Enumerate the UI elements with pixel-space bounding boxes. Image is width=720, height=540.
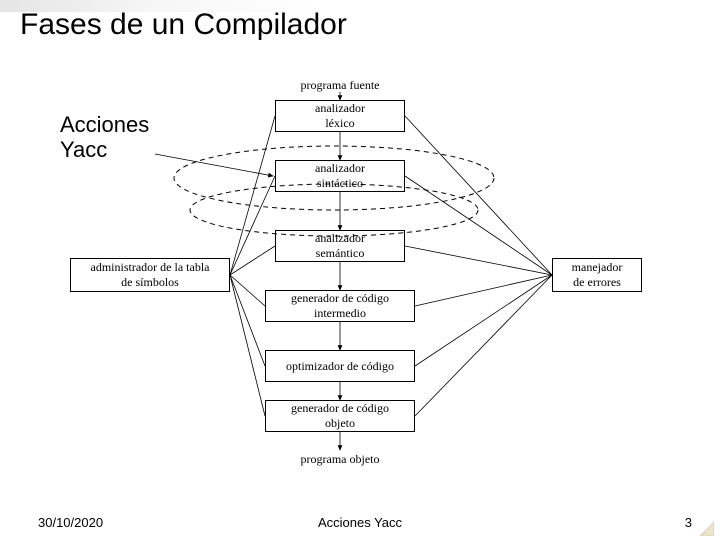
phase-lexico: analizadorléxico bbox=[275, 100, 405, 132]
bottom-label-programa-objeto: programa objeto bbox=[280, 452, 400, 467]
phase-sintactico: analizadorsintáctico bbox=[275, 160, 405, 192]
footer-center: Acciones Yacc bbox=[0, 515, 720, 530]
phase-intermedio: generador de códigointermedio bbox=[265, 290, 415, 322]
top-label-programa-fuente: programa fuente bbox=[280, 78, 400, 93]
footer-page: 3 bbox=[685, 515, 692, 530]
phase-objeto: generador de códigoobjeto bbox=[265, 400, 415, 432]
corner-pagecurl-icon bbox=[700, 522, 714, 536]
subtitle-acciones-yacc: AccionesYacc bbox=[60, 112, 149, 163]
page-title: Fases de un Compilador bbox=[20, 8, 347, 42]
phase-semantico: analizadorsemántico bbox=[275, 230, 405, 262]
side-manejador-errores: manejadorde errores bbox=[552, 258, 642, 292]
side-tabla-simbolos: administrador de la tablade símbolos bbox=[70, 258, 230, 292]
phase-optimizador: optimizador de código bbox=[265, 350, 415, 382]
